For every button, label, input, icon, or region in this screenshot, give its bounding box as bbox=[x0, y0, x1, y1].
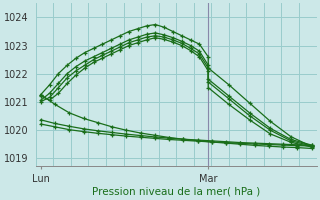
X-axis label: Pression niveau de la mer( hPa ): Pression niveau de la mer( hPa ) bbox=[92, 187, 260, 197]
